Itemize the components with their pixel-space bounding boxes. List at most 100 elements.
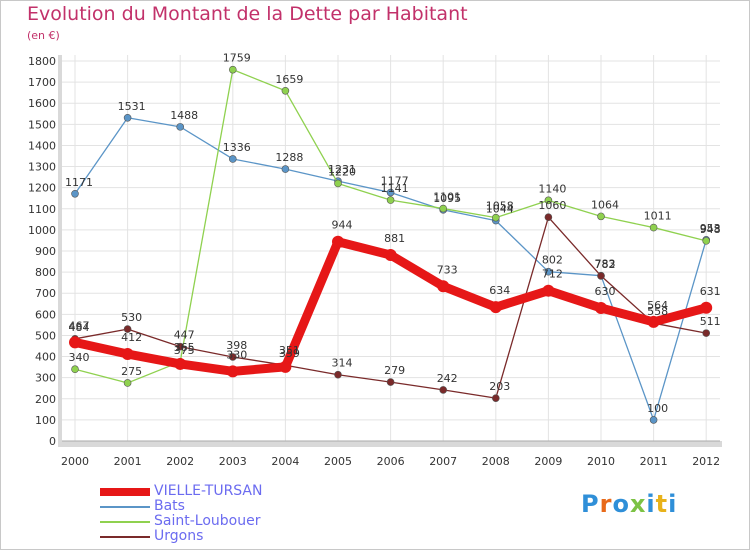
data-label: 359 [279,347,300,360]
data-label: 1064 [591,198,619,211]
data-point [226,365,239,378]
data-point [229,353,237,361]
data-label: 1177 [381,175,409,188]
data-label: 330 [226,348,247,361]
data-point [542,284,555,297]
data-label: 275 [121,365,142,378]
data-label: 733 [437,263,458,276]
data-point [649,416,658,424]
data-label: 511 [700,315,721,328]
y-tick-label: 1300 [28,161,56,174]
data-label: 1336 [223,141,251,154]
y-tick-label: 500 [35,329,56,342]
data-label: 953 [700,222,721,235]
logo-letter: i [646,490,656,518]
y-tick-label: 700 [35,287,56,300]
data-label: 881 [384,232,405,245]
data-label: 1044 [486,203,514,216]
data-point [384,249,397,262]
x-tick-label: 2011 [640,455,668,468]
x-tick-label: 2007 [429,455,457,468]
data-point [491,213,500,222]
data-point [386,188,395,197]
chart-unit: (en €) [27,29,60,42]
data-label: 375 [174,344,195,357]
data-label: 564 [647,299,668,312]
data-label: 712 [542,268,563,281]
data-label: 634 [489,284,510,297]
data-point [121,348,134,361]
x-tick-label: 2008 [482,455,510,468]
y-tick-label: 1200 [28,182,56,195]
data-point [279,360,292,373]
y-tick-label: 1700 [28,76,56,89]
data-label: 1220 [328,165,356,178]
data-point [439,386,448,394]
y-tick-label: 100 [35,414,56,427]
data-point [71,189,79,198]
y-tick-label: 400 [35,351,56,364]
data-label: 1141 [381,182,409,195]
data-point [176,123,184,131]
data-point [647,315,660,328]
x-tick-label: 2009 [534,455,562,468]
data-label: 1095 [433,192,461,205]
data-label: 1058 [486,200,514,213]
chart-title: Evolution du Montant de la Dette par Hab… [27,3,468,25]
data-label: 398 [226,339,247,352]
y-tick-label: 900 [35,245,56,258]
data-point [700,301,713,314]
legend-swatch [100,536,150,538]
data-point [702,237,711,245]
data-point [437,280,450,293]
logo-letter: i [668,490,678,518]
data-label: 944 [332,219,353,232]
data-point [544,196,553,205]
data-point [595,302,607,314]
x-tick-label: 2000 [61,455,89,468]
y-tick-label: 300 [35,372,56,385]
data-point [489,301,502,314]
x-tick-label: 2004 [271,455,299,468]
data-point [544,267,553,276]
data-point [281,165,290,173]
data-label: 1171 [65,176,93,189]
legend-label: VIELLE-TURSAN [154,483,263,499]
x-tick-label: 2002 [166,455,194,468]
plot-area [62,55,722,441]
data-point [334,370,342,379]
legend-label: Bats [154,498,185,514]
data-point [71,365,79,374]
logo-letter: P [581,490,600,518]
y-tick-label: 1600 [28,97,56,110]
data-point [123,379,132,387]
data-point [229,65,237,74]
data-label: 412 [121,331,142,344]
data-label: 1140 [538,182,566,195]
data-point [597,212,605,221]
data-label: 484 [69,321,90,334]
data-point [123,113,132,122]
x-tick-label: 2001 [114,455,142,468]
data-point [281,86,290,95]
data-label: 1011 [644,210,672,223]
data-label: 558 [647,305,668,318]
data-label: 365 [174,341,195,354]
x-tick-label: 2003 [219,455,247,468]
x-tick-label: 2006 [377,455,405,468]
data-point [174,357,187,370]
y-tick-label: 1800 [28,55,56,68]
y-tick-label: 600 [35,308,56,321]
data-label: 1288 [275,151,303,164]
data-label: 1759 [223,52,251,65]
y-tick-label: 1100 [28,203,56,216]
y-tick-label: 200 [35,393,56,406]
data-point [544,213,553,222]
logo-letter: x [629,490,647,518]
data-label: 782 [595,258,616,271]
y-tick-label: 800 [35,266,56,279]
data-point [597,272,605,280]
data-point [491,394,500,402]
legend-swatch [100,521,150,523]
